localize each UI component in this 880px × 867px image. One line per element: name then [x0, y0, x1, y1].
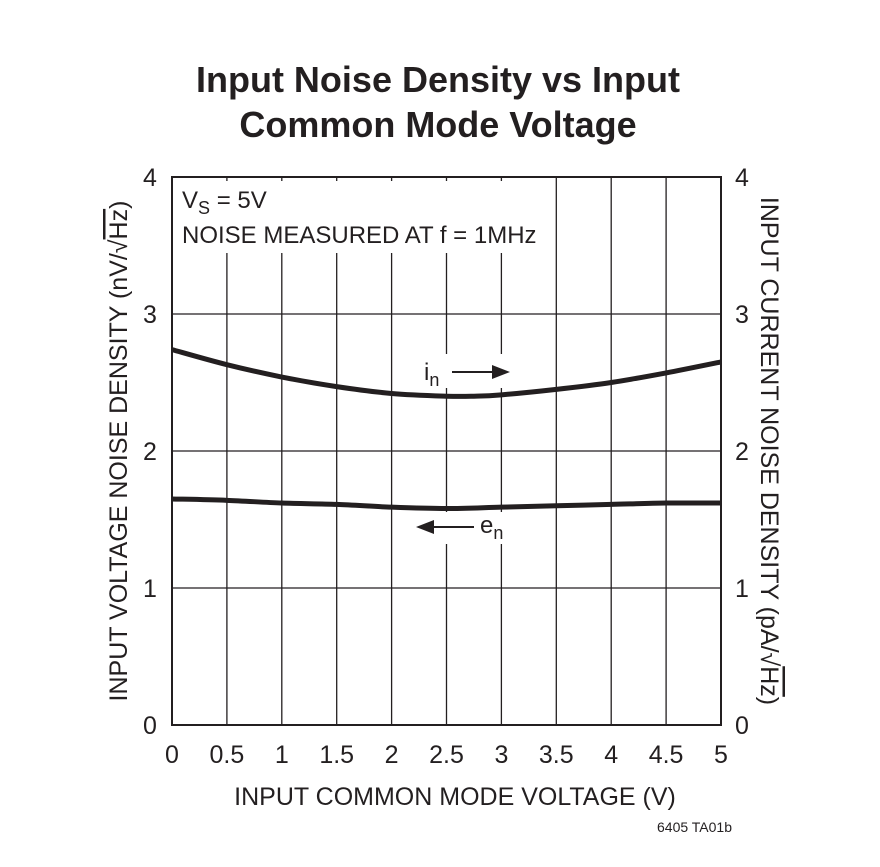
series-label-en: en	[412, 512, 512, 544]
y-right-label-prefix: INPUT CURRENT NOISE DENSITY (pA/	[755, 197, 783, 653]
series-label-en-text: en	[480, 512, 503, 543]
vs-value: = 5V	[210, 187, 267, 214]
series-in-subscript: n	[429, 370, 439, 390]
annotation-supply-voltage: VS = 5V	[182, 187, 267, 218]
figure-id: 6405 TA01b	[657, 819, 732, 835]
series-in-arrow-head	[492, 365, 510, 379]
y-left-tick-label: 2	[143, 438, 157, 466]
x-tick-label: 0.5	[210, 741, 245, 769]
plot-frame	[171, 176, 722, 726]
y-right-label-root: Hz	[755, 666, 783, 697]
series-in-name: i	[424, 359, 429, 386]
sqrt-symbol: √	[755, 653, 783, 667]
series-label-in-text: in	[424, 359, 439, 390]
series-en-subscript: n	[493, 523, 503, 543]
y-left-tick-label: 0	[143, 712, 157, 740]
x-tick-label: 2	[385, 741, 399, 769]
series-line-in	[171, 347, 722, 399]
x-tick-label: 2.5	[429, 741, 464, 769]
x-tick-label: 3	[494, 741, 508, 769]
grid	[172, 177, 721, 725]
y-right-axis-label: INPUT CURRENT NOISE DENSITY (pA/√Hz)	[755, 197, 783, 705]
series-line-en	[171, 496, 722, 512]
y-left-tick-label: 1	[143, 575, 157, 603]
x-tick-label: 0	[165, 741, 179, 769]
x-tick-label: 4	[604, 741, 618, 769]
y-right-tick-label: 0	[735, 712, 749, 740]
y-right-tick-label: 1	[735, 575, 749, 603]
chart-title-line-1: Input Noise Density vs Input	[196, 59, 680, 100]
x-tick-labels: 0 0.5 1 1.5 2 2.5 3 3.5 4 4.5 5	[165, 741, 728, 769]
y-left-tick-labels: 0 1 2 3 4	[143, 164, 157, 740]
series-lines	[171, 347, 722, 512]
x-tick-label: 3.5	[539, 741, 574, 769]
y-left-label-root: Hz	[105, 209, 133, 240]
vs-symbol: V	[182, 187, 198, 214]
y-left-axis-label: INPUT VOLTAGE NOISE DENSITY (nV/√Hz)	[105, 201, 133, 702]
y-right-tick-label: 3	[735, 301, 749, 329]
y-left-label-prefix: INPUT VOLTAGE NOISE DENSITY (nV/	[105, 253, 133, 701]
vs-subscript: S	[198, 198, 210, 218]
x-axis-label: INPUT COMMON MODE VOLTAGE (V)	[234, 783, 676, 811]
annotation-background	[176, 181, 552, 253]
y-right-tick-label: 4	[735, 164, 749, 192]
x-tick-label: 1	[275, 741, 289, 769]
annotation-measurement: NOISE MEASURED AT f = 1MHz	[182, 222, 537, 249]
series-label-in: in	[418, 354, 516, 390]
y-right-tick-labels: 0 1 2 3 4	[735, 164, 749, 740]
x-tick-label: 5	[714, 741, 728, 769]
y-right-tick-label: 2	[735, 438, 749, 466]
y-right-label-suffix: )	[755, 697, 783, 705]
x-tick-label: 4.5	[649, 741, 684, 769]
sqrt-symbol: √	[105, 239, 133, 253]
y-left-tick-label: 3	[143, 301, 157, 329]
series-en-arrow-head	[416, 520, 434, 534]
x-tick-label: 1.5	[319, 741, 354, 769]
y-left-label-suffix: )	[105, 201, 133, 209]
chart-title-line-2: Common Mode Voltage	[239, 104, 636, 145]
y-left-tick-label: 4	[143, 164, 157, 192]
series-en-name: e	[480, 512, 493, 539]
